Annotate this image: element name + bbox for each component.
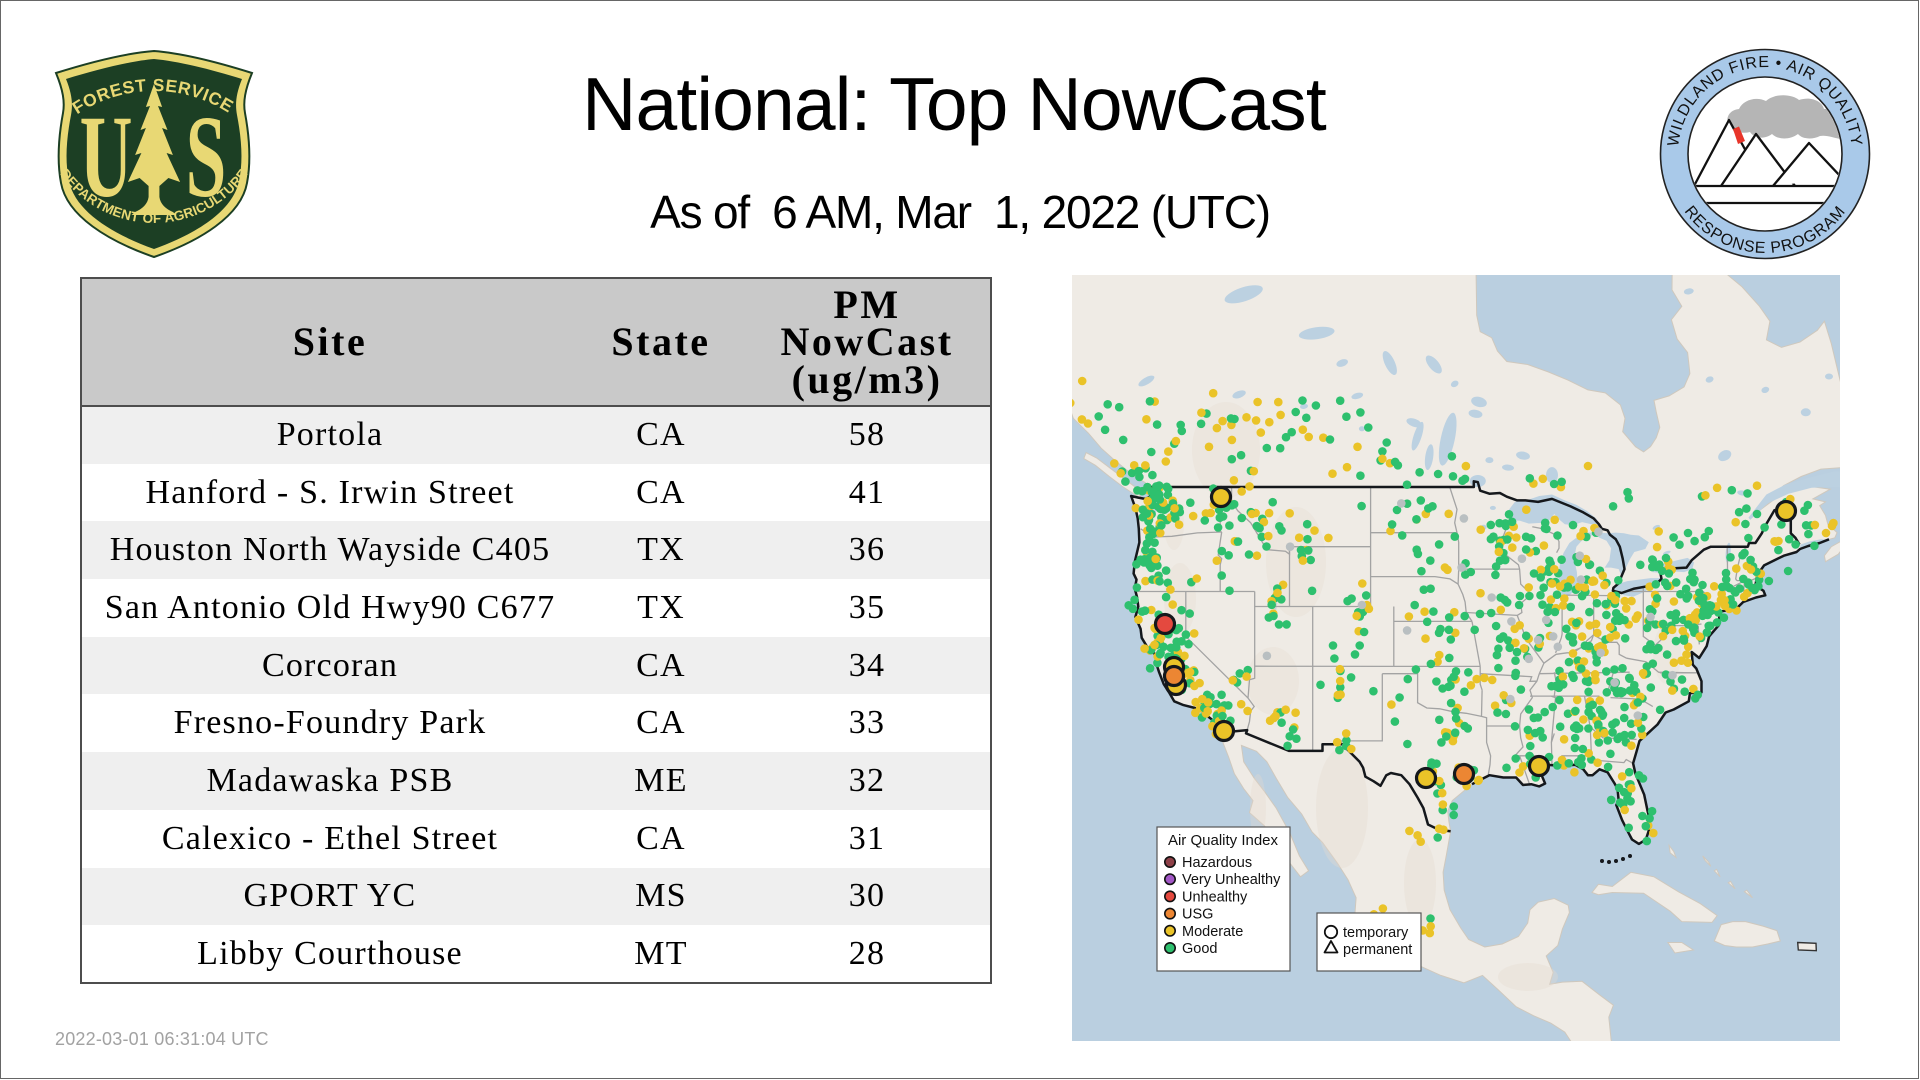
svg-text:Moderate: Moderate	[1182, 924, 1243, 940]
svg-text:Good: Good	[1182, 941, 1217, 957]
svg-text:U: U	[80, 93, 133, 223]
svg-text:S: S	[186, 93, 227, 223]
svg-text:Unhealthy: Unhealthy	[1182, 889, 1248, 905]
svg-text:permanent: permanent	[1343, 942, 1412, 958]
svg-text:temporary: temporary	[1343, 925, 1409, 941]
svg-text:Air Quality Index: Air Quality Index	[1168, 832, 1279, 849]
svg-text:USG: USG	[1182, 907, 1213, 923]
svg-text:Very Unhealthy: Very Unhealthy	[1182, 872, 1281, 888]
svg-text:Hazardous: Hazardous	[1182, 855, 1252, 871]
